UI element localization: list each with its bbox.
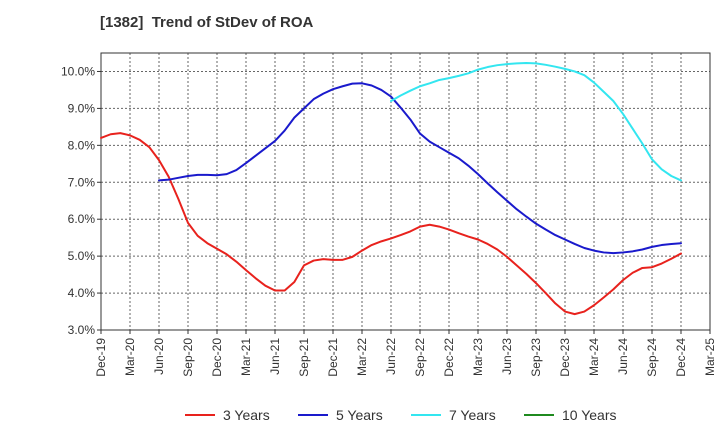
x-tick-label: Sep-23: [529, 338, 543, 377]
plot-area: [101, 53, 710, 330]
series-lines: [100, 61, 682, 316]
y-tick-label: 9.0%: [68, 101, 96, 115]
series-line-5-years: [158, 82, 682, 255]
y-tick-label: 6.0%: [68, 212, 96, 226]
y-tick-label: 4.0%: [68, 286, 96, 300]
x-tick-label: Jun-24: [616, 338, 630, 375]
axes: 3.0% 4.0% 5.0% 6.0% 7.0% 8.0% 9.0% 10.0% Dec-19 M…: [61, 64, 717, 376]
y-tick-label: 7.0%: [68, 175, 96, 189]
x-tick-label: Jun-23: [500, 338, 514, 375]
x-tick-label: Mar-22: [355, 338, 369, 376]
legend-label: 10 Years: [562, 407, 617, 423]
x-tick-label: Sep-20: [181, 338, 195, 377]
legend-label: 7 Years: [449, 407, 496, 423]
series-line-7-years: [390, 61, 682, 182]
legend: 3 Years 5 Years 7 Years 10 Years: [185, 407, 617, 423]
y-tick-label: 10.0%: [61, 64, 95, 78]
x-tick-label: Mar-23: [471, 338, 485, 376]
x-tick-label: Jun-22: [384, 338, 398, 375]
y-tick-label: 3.0%: [68, 323, 96, 337]
x-tick-label: Jun-20: [152, 338, 166, 375]
x-tick-label: Mar-25: [703, 338, 717, 376]
x-tick-label: Jun-21: [268, 338, 282, 375]
legend-label: 5 Years: [336, 407, 383, 423]
y-tick-label: 5.0%: [68, 249, 96, 263]
x-tick-label: Mar-21: [239, 338, 253, 376]
x-tick-label: Dec-19: [94, 338, 108, 377]
x-tick-label: Sep-24: [645, 338, 659, 377]
x-tick-label: Dec-20: [210, 338, 224, 377]
series-line-3-years: [100, 132, 682, 316]
x-tick-label: Mar-24: [587, 338, 601, 376]
x-tick-label: Mar-20: [123, 338, 137, 376]
plot-frame: [100, 52, 711, 331]
y-tick-label: 8.0%: [68, 138, 96, 152]
x-tick-label: Dec-24: [674, 338, 688, 377]
x-tick-label: Dec-22: [442, 338, 456, 377]
x-tick-label: Dec-21: [326, 338, 340, 377]
legend-label: 3 Years: [223, 407, 270, 423]
x-tick-label: Dec-23: [558, 338, 572, 377]
x-tick-label: Sep-22: [413, 338, 427, 377]
chart-title: [1382] Trend of StDev of ROA: [100, 14, 314, 31]
x-tick-label: Sep-21: [297, 338, 311, 377]
